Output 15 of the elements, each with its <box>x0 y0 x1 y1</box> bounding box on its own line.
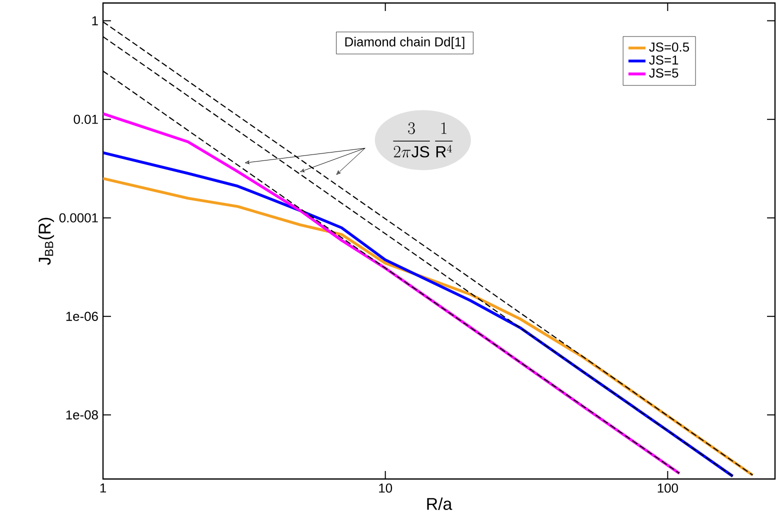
legend-label: JS=1 <box>649 55 678 65</box>
y-tick-label: 1 <box>92 16 98 26</box>
y-tick-label: 0.01 <box>74 114 98 124</box>
annotation: $\frac{3}{2\pi \mathrm{JS}}\,\frac{1}{\mathrm{R}^{4}}$ <box>393 122 453 158</box>
legend-label: JS=5 <box>649 68 678 78</box>
x-axis-title: R/a <box>427 498 452 510</box>
y-axis-title: J$_{BB}$(R) <box>38 218 54 265</box>
x-tick-label: 10 <box>379 484 392 493</box>
x-tick-label: 100 <box>658 484 678 493</box>
y-tick-label: 1e-06 <box>66 312 98 321</box>
legend-label: JS=0.5 <box>649 42 689 52</box>
y-tick-label: 1e-08 <box>66 410 98 420</box>
x-tick-label: 1 <box>100 484 106 492</box>
annotation: Diamond chain Dd[1] <box>345 36 464 50</box>
y-tick-label: 0.0001 <box>59 213 98 222</box>
